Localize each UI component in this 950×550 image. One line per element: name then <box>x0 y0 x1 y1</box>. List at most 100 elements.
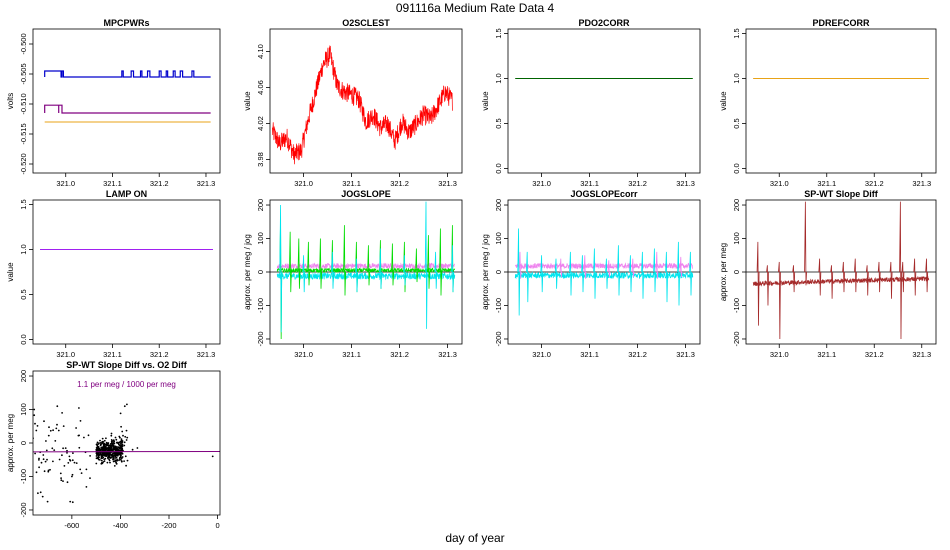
panel-title: MPCPWRs <box>103 18 149 28</box>
series-line-blue <box>44 70 211 78</box>
scatter-point <box>95 447 98 449</box>
plot-frame <box>507 199 701 345</box>
scatter-point <box>51 447 54 450</box>
x-tick-label: 321.0 <box>770 350 789 359</box>
scatter-point <box>53 449 56 451</box>
x-tick-label: 321.2 <box>390 350 409 359</box>
scatter-point <box>38 466 40 469</box>
y-axis-label: value <box>719 91 728 111</box>
scatter-point <box>108 458 110 461</box>
scatter-point <box>116 448 119 451</box>
x-tick-label: -600 <box>64 521 79 530</box>
plot-frame <box>32 370 221 516</box>
y-tick-label: -0.500 <box>19 33 28 54</box>
scatter-point <box>103 454 106 457</box>
scatter-point <box>39 491 42 494</box>
spike-series <box>517 228 692 316</box>
scatter-point <box>60 477 62 479</box>
scatter-point <box>120 459 122 461</box>
scatter-point <box>125 429 128 432</box>
scatter-point <box>109 461 111 464</box>
scatter-point <box>52 429 54 432</box>
scatter-point <box>120 425 122 428</box>
scatter-point <box>61 412 63 414</box>
x-tick-label: 321.2 <box>150 179 169 188</box>
figure-title: 091116a Medium Rate Data 4 <box>395 1 555 15</box>
series-line-cyan <box>276 271 456 281</box>
scatter-point <box>49 429 52 432</box>
plot-area <box>270 201 462 339</box>
scatter-point <box>63 465 66 467</box>
y-tick-label: 100 <box>732 232 741 245</box>
y-axis-label: approx. per meg <box>719 243 728 301</box>
scatter-point <box>115 456 118 459</box>
scatter-point <box>79 420 82 422</box>
scatter-point <box>101 447 104 449</box>
scatter-point <box>118 447 121 450</box>
scatter-point <box>73 461 76 464</box>
x-tick-label: 321.0 <box>532 350 551 359</box>
scatter-point <box>49 468 51 471</box>
scatter-point <box>42 454 45 456</box>
scatter-point <box>58 458 61 461</box>
scatter-point <box>45 440 47 442</box>
y-tick-label: 0.5 <box>732 118 741 128</box>
scatter-point <box>46 500 49 503</box>
scatter-point <box>120 439 123 442</box>
scatter-point <box>110 434 113 437</box>
x-tick-label: 321.2 <box>150 350 169 359</box>
scatter-point <box>99 459 101 461</box>
series-line-violet <box>514 262 694 270</box>
scatter-point <box>45 449 48 452</box>
y-tick-label: -100 <box>256 298 265 313</box>
x-tick-label: 321.3 <box>912 350 931 359</box>
y-tick-label: 0 <box>732 270 741 274</box>
scatter-point <box>47 469 50 472</box>
scatter-point <box>78 407 80 409</box>
x-tick-label: 321.3 <box>438 179 457 188</box>
x-tick-label: 321.0 <box>56 350 75 359</box>
scatter-point <box>114 436 117 439</box>
scatter-point <box>99 439 101 442</box>
scatter-point <box>118 453 121 456</box>
scatter-point <box>56 405 59 408</box>
scatter-point <box>83 436 85 439</box>
scatter-point <box>105 437 107 440</box>
y-tick-label: 200 <box>19 370 28 383</box>
scatter-point <box>98 442 100 444</box>
series-line-diff <box>752 276 930 287</box>
x-tick-label: -400 <box>113 521 128 530</box>
y-tick-label: 4.02 <box>256 116 265 131</box>
scatter-point <box>113 440 116 443</box>
panel-3: PDREFCORR value 321.0 321.1 321.2 321.3 0.0 0.5… <box>719 18 937 188</box>
y-tick-label: 100 <box>494 232 503 245</box>
panel-7: SP-WT Slope Diff approx. per meg 321.0 321.… <box>719 189 937 359</box>
panel-title: SP-WT Slope Diff <box>804 189 878 199</box>
scatter-point <box>100 443 102 446</box>
scatter-point <box>56 423 58 426</box>
panel-title: LAMP ON <box>106 189 147 199</box>
spike-series <box>518 251 683 279</box>
scatter-point <box>72 452 74 454</box>
y-tick-label: 3.98 <box>256 152 265 167</box>
scatter-point <box>98 453 101 456</box>
scatter-point <box>114 459 117 462</box>
scatter-point <box>59 472 62 475</box>
scatter-point <box>34 452 36 455</box>
scatter-point <box>95 457 98 460</box>
scatter-point <box>124 455 127 458</box>
scatter-point <box>106 453 109 456</box>
scatter-point <box>110 432 113 435</box>
scatter-point <box>69 500 72 503</box>
scatter-point <box>106 461 109 464</box>
y-tick-label: -0.515 <box>19 123 28 144</box>
scatter-point <box>71 475 73 478</box>
scatter-point <box>122 434 124 437</box>
scatter-point <box>96 449 98 452</box>
scatter-point <box>79 468 82 471</box>
scatter-point <box>109 448 112 451</box>
plot-area <box>44 70 211 123</box>
scatter-point <box>75 427 77 429</box>
x-tick-label: 321.1 <box>103 350 122 359</box>
series-line-purple <box>44 104 211 114</box>
